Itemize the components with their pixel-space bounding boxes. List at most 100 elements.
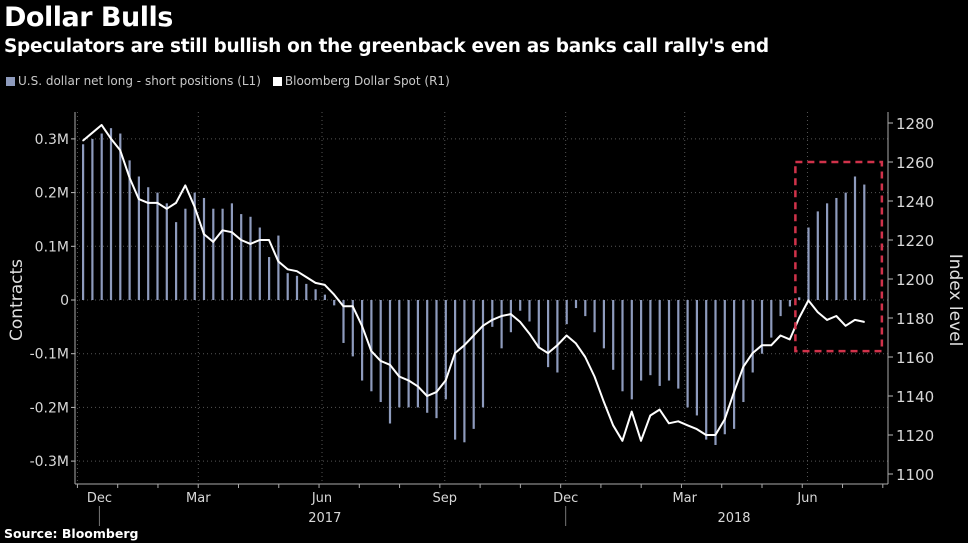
line-point-dollar-spot: [342, 305, 345, 308]
legend-swatch-dollar-spot: [272, 76, 282, 86]
bar-positions: [686, 300, 689, 408]
line-point-dollar-spot: [333, 293, 335, 296]
bar-positions: [574, 300, 578, 309]
line-point-dollar-spot: [510, 313, 512, 315]
line-point-dollar-spot: [816, 311, 819, 313]
line-point-dollar-spot: [231, 231, 233, 233]
line-point-dollar-spot: [649, 414, 652, 417]
left-tick-label: 0.1M: [35, 239, 69, 255]
bar-positions: [826, 203, 829, 300]
line-point-dollar-spot: [472, 334, 475, 337]
line-point-dollar-spot: [305, 276, 308, 278]
line-point-dollar-spot: [249, 243, 252, 245]
bar-positions: [714, 300, 717, 445]
chart-subtitle: Speculators are still bullish on the gre…: [4, 36, 769, 57]
line-point-dollar-spot: [156, 202, 159, 204]
right-tick-label: 1140: [896, 388, 934, 406]
x-tick-label: Jun: [796, 491, 817, 506]
bar-positions: [342, 300, 345, 343]
bar-positions: [807, 227, 810, 300]
line-point-dollar-spot: [165, 208, 168, 210]
line-point-dollar-spot: [463, 344, 466, 347]
line-point-dollar-spot: [714, 434, 717, 436]
bar-positions: [426, 300, 429, 413]
right-tick-label: 1120: [896, 427, 934, 445]
bar-positions: [760, 300, 764, 354]
bar-positions: [221, 208, 224, 300]
bar-positions: [835, 197, 838, 300]
line-point-dollar-spot: [110, 137, 112, 140]
bar-positions: [314, 289, 317, 300]
bar-positions: [435, 300, 438, 419]
left-tick-label: 0.3M: [35, 132, 69, 148]
bar-positions: [137, 176, 140, 300]
line-point-dollar-spot: [379, 360, 382, 362]
bar-positions: [351, 300, 354, 357]
bar-positions: [844, 192, 847, 300]
line-point-dollar-spot: [630, 410, 633, 413]
bar-positions: [119, 133, 122, 300]
bar-positions: [202, 197, 206, 300]
bar-positions: [723, 300, 726, 435]
bar-positions: [649, 300, 652, 376]
line-point-dollar-spot: [789, 338, 791, 341]
line-point-dollar-spot: [324, 284, 326, 286]
bar-positions: [481, 300, 485, 408]
x-tick-label: Mar: [672, 491, 697, 506]
bar-positions: [212, 208, 215, 300]
x-tick-label: Mar: [186, 491, 211, 506]
line-point-dollar-spot: [417, 385, 419, 388]
line-point-dollar-spot: [584, 356, 586, 358]
right-axis-title: Index level: [945, 254, 965, 347]
right-tick-label: 1160: [896, 349, 934, 367]
line-point-dollar-spot: [240, 239, 242, 241]
bar-positions: [491, 300, 494, 327]
line-point-dollar-spot: [844, 325, 847, 327]
bar-positions: [249, 216, 252, 300]
line-point-dollar-spot: [854, 319, 856, 321]
line-point-dollar-spot: [575, 342, 577, 345]
legend-swatch-positions: [6, 76, 15, 86]
line-point-dollar-spot: [221, 229, 224, 232]
bar-positions: [454, 300, 457, 440]
source-note: Source: Bloomberg: [4, 526, 139, 541]
bar-positions: [416, 300, 419, 408]
line-point-dollar-spot: [361, 325, 363, 327]
bar-positions: [602, 300, 605, 349]
line-point-dollar-spot: [138, 198, 140, 200]
legend-label-dollar-spot: Bloomberg Dollar Spot (R1): [284, 74, 450, 88]
line-point-dollar-spot: [826, 319, 828, 321]
line-point-dollar-spot: [742, 365, 745, 368]
annotation-box: [794, 160, 884, 353]
x-tick-label: Dec: [87, 491, 112, 506]
bar-positions: [519, 300, 522, 311]
bar-positions: [751, 300, 754, 373]
bar-positions: [798, 297, 801, 300]
bar-positions: [277, 235, 280, 300]
bar-positions: [612, 300, 615, 370]
bar-positions: [175, 222, 178, 300]
line-point-dollar-spot: [426, 395, 428, 397]
year-label: 2017: [308, 511, 341, 526]
bar-positions: [742, 300, 745, 403]
left-tick-label: -0.2M: [30, 400, 69, 416]
bar-positions: [370, 300, 373, 392]
bar-positions: [677, 300, 680, 389]
left-tick-label: 0: [60, 293, 69, 309]
bar-positions: [444, 300, 447, 400]
bar-positions: [407, 300, 410, 408]
bar-positions: [109, 128, 113, 300]
bar-positions: [556, 300, 559, 373]
bar-positions: [82, 144, 85, 300]
bar-positions: [667, 300, 671, 381]
bar-positions: [398, 300, 401, 408]
line-point-dollar-spot: [268, 239, 270, 241]
bar-positions: [268, 257, 271, 300]
bar-positions: [128, 160, 131, 300]
line-point-dollar-spot: [612, 424, 614, 427]
bar-positions: [258, 227, 261, 300]
bar-positions: [165, 203, 168, 300]
line-point-dollar-spot: [798, 317, 800, 319]
line-point-dollar-spot: [100, 124, 103, 126]
